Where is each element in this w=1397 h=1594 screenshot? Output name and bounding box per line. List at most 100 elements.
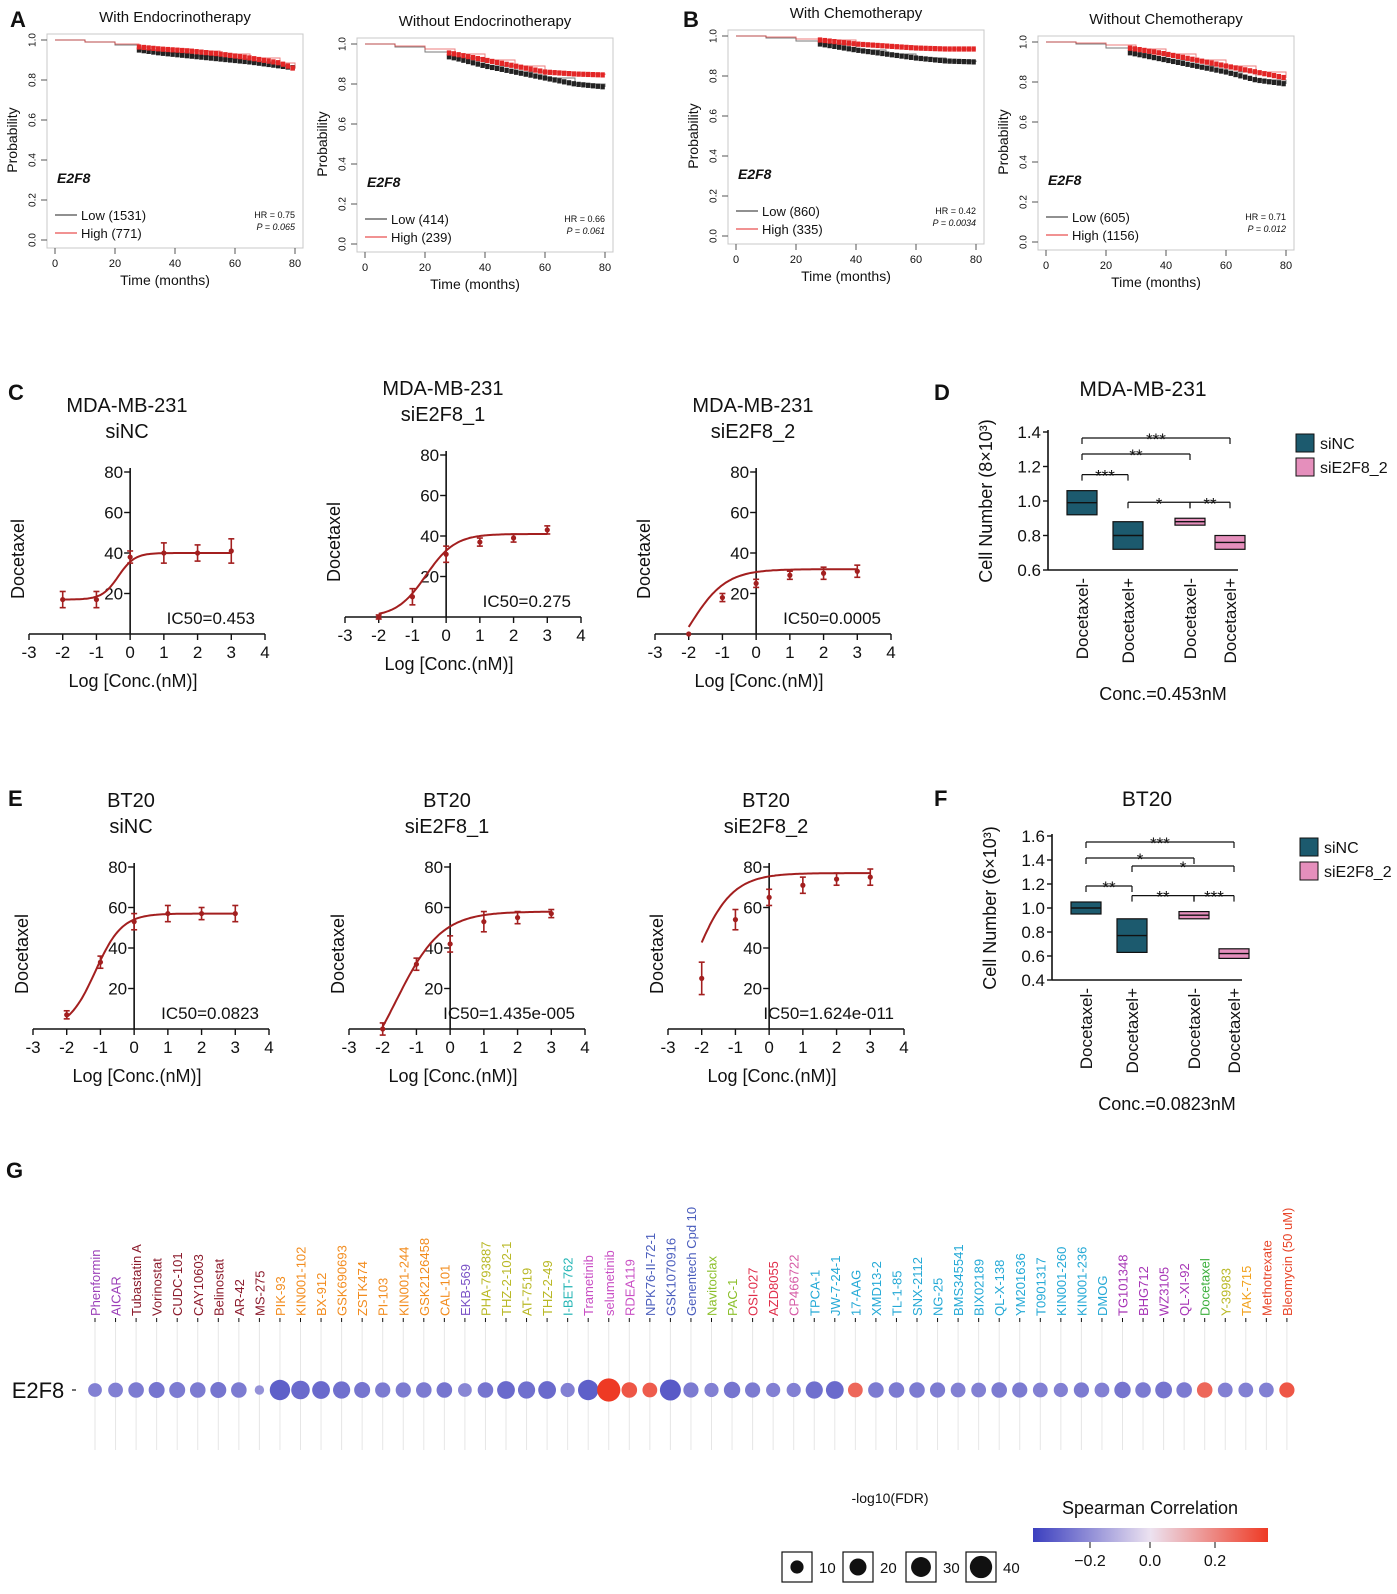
x-tick-label: 4 — [899, 1038, 908, 1057]
censor-mark-high — [242, 54, 247, 60]
censor-mark-low — [1161, 56, 1166, 63]
censor-mark-high — [1271, 73, 1277, 79]
survival-curve-high — [1046, 41, 1287, 78]
box-chart-F: 0.4 0.6 0.8 1.0 1.2 1.4 1.6 Docetaxel- Docetaxel… — [980, 788, 1392, 1114]
censor-mark-low — [1156, 55, 1161, 62]
data-point — [447, 941, 453, 947]
censor-mark-low — [581, 82, 586, 88]
y-tick-label: 0.6 — [338, 117, 349, 131]
drug-dot — [538, 1381, 556, 1399]
censor-mark-high — [160, 46, 166, 52]
censor-mark-low — [470, 60, 476, 66]
censor-mark-high — [899, 44, 904, 50]
hazard-ratio: HR = 0.75 — [254, 210, 295, 220]
size-legend-box — [905, 1551, 937, 1583]
x-tick-label: -3 — [21, 643, 36, 662]
x-tick-label: -2 — [59, 1038, 74, 1057]
censor-mark-high — [1142, 47, 1147, 53]
legend-low: Low (605) — [1072, 210, 1130, 225]
censor-mark-low — [170, 51, 175, 57]
censor-mark-high — [557, 70, 562, 76]
censor-mark-high — [894, 44, 899, 50]
censor-mark-low — [151, 49, 156, 55]
x-tick-label: 2 — [509, 626, 518, 645]
y-tick-label: 60 — [420, 487, 439, 506]
drug-dot — [269, 1379, 291, 1401]
y-axis-label: Docetaxel — [12, 914, 32, 994]
drug-dot — [517, 1381, 536, 1399]
censor-mark-low — [562, 79, 567, 85]
drug-label: PI-103 — [376, 1278, 391, 1316]
data-point — [833, 876, 840, 882]
censor-mark-low — [590, 83, 596, 89]
y-tick-label: 40 — [104, 544, 123, 563]
censor-mark-high — [141, 44, 146, 51]
x-axis-label: Log [Conc.(nM)] — [694, 671, 823, 691]
drug-dot — [88, 1383, 102, 1397]
censor-mark-low — [1190, 62, 1195, 68]
y-tick-label: 1.0 — [1019, 35, 1030, 49]
p-value: P = 0.012 — [1248, 224, 1286, 234]
drug-label: PIK-93 — [273, 1276, 288, 1316]
censor-mark-low — [865, 49, 871, 55]
censor-mark-low — [247, 59, 252, 65]
drug-dot — [786, 1382, 801, 1398]
censor-mark-low — [822, 42, 827, 48]
censor-mark-low — [1257, 77, 1262, 84]
drug-dot — [416, 1382, 432, 1398]
censor-mark-high — [466, 54, 471, 60]
sig-label: * — [1180, 858, 1187, 877]
y-tick-label: 0.6 — [1021, 947, 1045, 966]
size-legend-box — [781, 1551, 813, 1583]
x-tick-label: 60 — [1220, 260, 1232, 272]
censor-mark-low — [547, 76, 552, 82]
y-tick-label: 60 — [424, 899, 443, 918]
censor-mark-high — [261, 57, 266, 63]
censor-mark-low — [1195, 63, 1200, 69]
drug-label: WZ3105 — [1157, 1267, 1172, 1316]
censor-mark-low — [499, 66, 504, 72]
censor-mark-low — [456, 56, 461, 62]
y-tick-label: 1.4 — [1021, 851, 1045, 870]
y-tick-label: 0.4 — [709, 149, 720, 163]
hazard-ratio: HR = 0.66 — [564, 214, 605, 224]
censor-mark-low — [971, 59, 976, 65]
drug-label: DMOG — [1095, 1276, 1110, 1316]
x-tick-label: 20 — [419, 262, 431, 274]
y-tick-label: 0.0 — [709, 229, 720, 243]
censor-mark-high — [913, 45, 919, 51]
censor-mark-high — [1252, 69, 1257, 75]
x-tick-label: 4 — [886, 643, 895, 662]
x-category-label: Docetaxel+ — [1119, 578, 1138, 664]
data-point — [699, 975, 705, 981]
y-tick-label: 1.6 — [1021, 827, 1045, 846]
censor-mark-high — [1127, 45, 1133, 51]
x-tick-label: 2 — [832, 1038, 841, 1057]
y-tick-label: 0.0 — [338, 237, 349, 251]
censor-mark-high — [199, 49, 204, 55]
drug-dot — [578, 1379, 599, 1401]
p-value: P = 0.0034 — [933, 218, 976, 228]
x-tick-label: -3 — [25, 1038, 40, 1057]
x-tick-label: 40 — [169, 258, 181, 270]
censor-mark-low — [856, 47, 861, 53]
censor-mark-high — [1204, 59, 1209, 65]
censor-mark-high — [1199, 58, 1205, 64]
y-tick-label: 60 — [108, 899, 127, 918]
censor-mark-low — [837, 44, 842, 50]
drug-label: PAC-1 — [725, 1279, 740, 1316]
censor-mark-low — [1243, 74, 1248, 80]
data-point — [228, 548, 234, 554]
drug-label: KIN001-236 — [1074, 1247, 1089, 1316]
legend-low: Low (1531) — [81, 208, 146, 223]
censor-mark-high — [933, 46, 938, 52]
x-tick-label: 60 — [539, 262, 551, 274]
data-point — [232, 910, 238, 917]
drug-label: GSK1070916 — [663, 1238, 678, 1316]
censor-mark-high — [576, 71, 581, 77]
x-tick-label: 80 — [599, 262, 611, 274]
y-tick-label: 80 — [424, 858, 443, 877]
color-bar-tick-label: 0.0 — [1139, 1553, 1161, 1570]
x-category-label: Docetaxel- — [1185, 988, 1204, 1069]
